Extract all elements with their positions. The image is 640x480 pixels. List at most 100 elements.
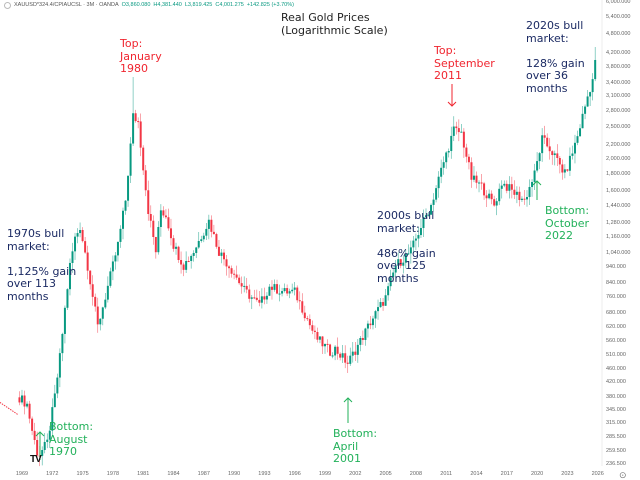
annotation-top-1980: Top: January 1980	[120, 37, 162, 75]
candle-body	[440, 167, 443, 177]
candle-body	[149, 214, 152, 221]
candle-body	[31, 418, 34, 431]
y-tick-label: 315.000	[606, 420, 626, 427]
x-tick-label: 2020	[530, 471, 544, 477]
y-tick-label: 1,040.000	[606, 249, 631, 256]
candle-body	[571, 153, 574, 156]
candle-body	[104, 299, 107, 308]
y-tick-label: 460.000	[606, 366, 626, 373]
candle-body	[99, 318, 102, 325]
candle-body	[586, 96, 589, 107]
candle-body	[478, 182, 481, 184]
candle-body	[86, 252, 89, 271]
candle-body	[349, 355, 352, 364]
candle-body	[233, 273, 236, 275]
candle-body	[339, 353, 342, 358]
candle-body	[364, 328, 367, 340]
candle-body	[384, 295, 387, 306]
y-tick-label: 2,800.000	[606, 107, 631, 114]
candle-body	[265, 295, 268, 300]
candle-body	[404, 253, 407, 263]
candle-body	[109, 271, 112, 286]
candle-body	[318, 336, 321, 340]
candle-body	[472, 175, 475, 180]
arrow-bottom-2022-head	[532, 180, 542, 186]
change-value: +142.825 (+3.70%)	[246, 2, 294, 8]
candle-body	[238, 277, 241, 284]
y-tick-label: 1,800.000	[606, 171, 631, 178]
candle-body	[43, 441, 46, 451]
arrow-top-2011-head	[447, 101, 457, 107]
candle-body	[182, 264, 185, 270]
settings-icon[interactable]: ⊙	[619, 470, 627, 480]
candle-body	[377, 307, 380, 312]
tradingview-logo[interactable]: TV	[30, 454, 42, 465]
candle-body	[500, 185, 503, 189]
candle-body	[422, 216, 425, 229]
x-tick-label: 1981	[137, 471, 150, 477]
candle-body	[510, 184, 513, 190]
candle-body	[48, 430, 51, 440]
candle-body	[316, 332, 319, 340]
x-tick-label: 1987	[197, 471, 210, 477]
arrow-bottom-2001-head	[343, 397, 353, 403]
candle-body	[68, 262, 71, 290]
y-tick-label: 760.000	[606, 294, 626, 301]
candle-body	[508, 184, 511, 191]
candle-body	[503, 183, 506, 186]
candle-body	[531, 181, 534, 187]
candle-body	[91, 284, 94, 297]
candle-body	[407, 253, 410, 255]
candle-body	[23, 395, 26, 407]
symbol-label[interactable]: XAUUSD*324.4/CPIAUCSL · 3M · OANDA	[14, 2, 119, 8]
y-tick-label: 1,440.000	[606, 203, 631, 210]
candle-body	[427, 214, 430, 216]
candle-body	[374, 311, 377, 319]
candle-body	[142, 147, 145, 171]
x-tick-label: 1975	[76, 471, 89, 477]
candle-body	[301, 301, 304, 313]
y-tick-label: 4,200.000	[606, 50, 631, 56]
candle-body	[81, 230, 84, 242]
candle-body	[308, 319, 311, 326]
candle-body	[278, 293, 281, 295]
candle-body	[445, 152, 448, 163]
candle-body	[354, 351, 357, 355]
candle-body	[180, 259, 183, 265]
candle-body	[536, 161, 539, 171]
x-tick-label: 2002	[349, 471, 362, 477]
candle-body	[253, 297, 256, 299]
x-tick-label: 1972	[46, 471, 59, 477]
candle-body	[467, 156, 470, 163]
candle-body	[207, 219, 210, 229]
annotation-bottom-2001: Bottom: April 2001	[333, 427, 378, 465]
candle-body	[452, 126, 455, 136]
candle-body	[462, 131, 465, 148]
candle-body	[341, 353, 344, 358]
candle-body	[276, 284, 279, 294]
candle-body	[561, 164, 564, 173]
y-tick-label: 6,000.000	[606, 0, 631, 5]
candle-body	[190, 255, 193, 262]
candle-body	[409, 247, 412, 254]
candle-body	[235, 274, 238, 278]
x-tick-label: 2008	[409, 471, 423, 477]
y-tick-label: 3,400.000	[606, 80, 631, 87]
candle-body	[414, 238, 417, 241]
candle-body	[419, 228, 422, 236]
candle-body	[286, 288, 289, 294]
candle-body	[387, 286, 390, 296]
candle-body	[21, 395, 23, 403]
candle-body	[344, 353, 347, 363]
candle-body	[41, 450, 44, 456]
y-tick-label: 560.000	[606, 338, 626, 345]
candle-body	[303, 312, 306, 319]
y-tick-label: 285.500	[606, 434, 626, 441]
candle-body	[220, 252, 223, 256]
candle-body	[268, 286, 271, 296]
candle-body	[591, 79, 594, 93]
candle-body	[132, 113, 135, 144]
candle-body	[197, 240, 200, 248]
candle-body	[245, 285, 248, 290]
